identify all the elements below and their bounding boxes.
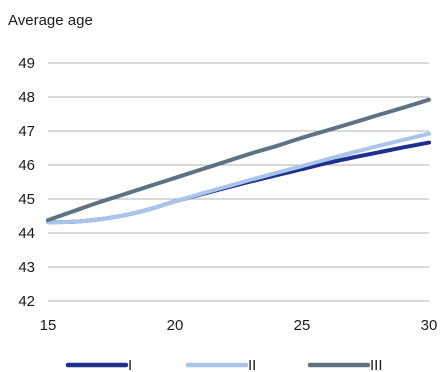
y-axis-title: Average age <box>8 12 93 29</box>
y-tick-label-43: 43 <box>18 259 35 276</box>
y-tick-label-49: 49 <box>18 55 35 72</box>
y-tick-labels: 42 43 44 45 46 47 48 49 <box>18 55 35 310</box>
x-tick-label-20: 20 <box>167 317 184 334</box>
legend-label-III: III <box>370 357 383 372</box>
legend-label-II: II <box>248 357 256 372</box>
y-tick-label-47: 47 <box>18 123 35 140</box>
x-tick-labels: 15 20 25 30 <box>40 317 438 334</box>
y-tick-label-45: 45 <box>18 191 35 208</box>
y-tick-label-44: 44 <box>18 225 35 242</box>
y-tick-label-42: 42 <box>18 293 35 310</box>
series-line-II <box>46 131 431 225</box>
x-tick-label-30: 30 <box>421 317 438 334</box>
x-tick-label-15: 15 <box>40 317 57 334</box>
series-lines <box>46 97 431 225</box>
legend: I II III <box>65 357 383 372</box>
legend-label-I: I <box>128 357 132 372</box>
y-tick-label-46: 46 <box>18 157 35 174</box>
series-line-III <box>46 97 431 223</box>
y-tick-label-48: 48 <box>18 89 35 106</box>
x-tick-label-25: 25 <box>294 317 311 334</box>
